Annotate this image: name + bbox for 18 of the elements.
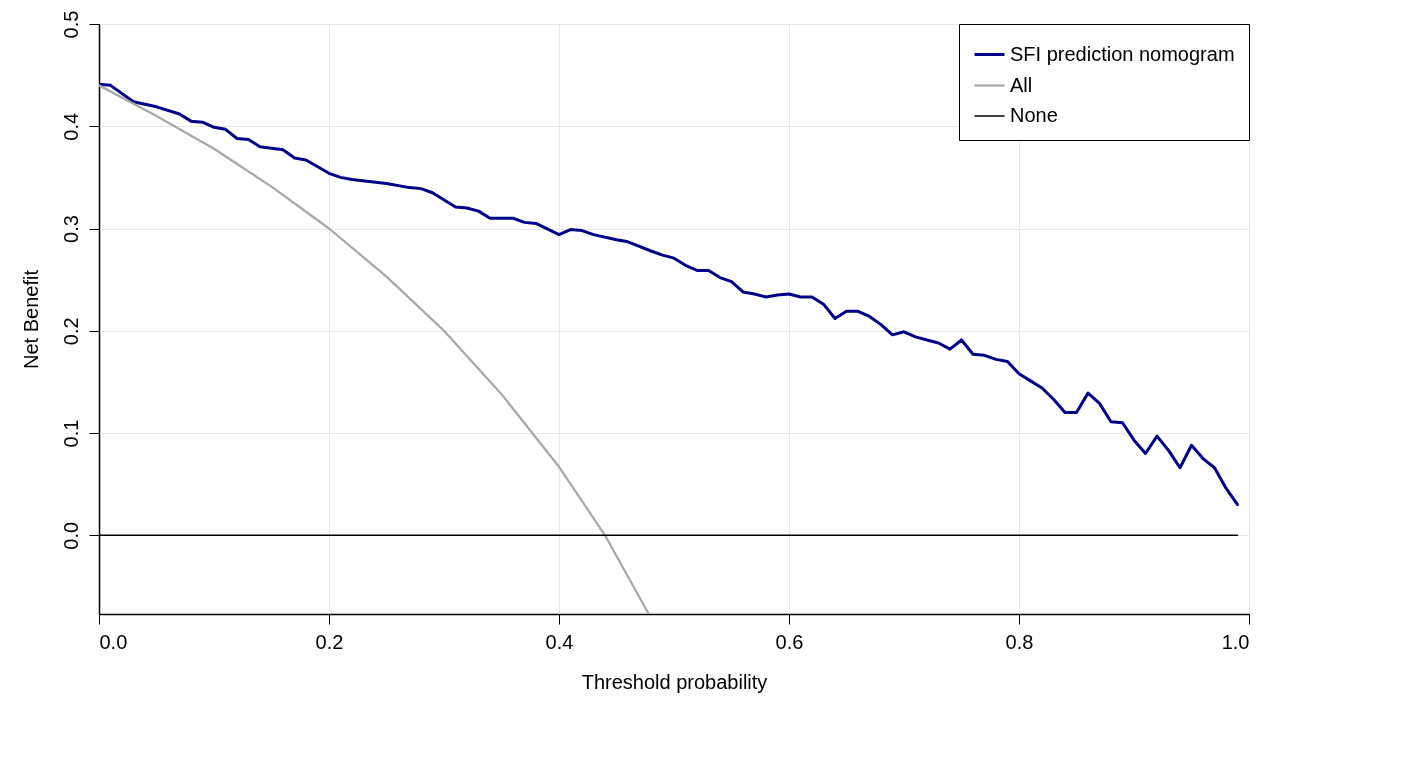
y-tick-label: 0.5 xyxy=(59,10,82,39)
x-tick-label: 0.4 xyxy=(545,630,574,653)
legend-label: SFI prediction nomogram xyxy=(1010,42,1235,65)
x-tick-label: 0.0 xyxy=(99,630,128,653)
x-tick-label: 0.2 xyxy=(315,630,344,653)
x-tick-label: 1.0 xyxy=(1221,630,1250,653)
legend-label: All xyxy=(1010,73,1033,96)
line-series xyxy=(99,84,650,614)
y-tick-label: 0.3 xyxy=(59,215,82,243)
y-axis-title: Net Benefit xyxy=(19,269,42,369)
y-tick-label: 0.0 xyxy=(59,521,82,550)
x-tick-label: 0.8 xyxy=(1005,630,1034,653)
y-tick-label: 0.2 xyxy=(59,317,82,346)
x-axis-title: Threshold probability xyxy=(581,670,768,693)
legend-label: None xyxy=(1010,104,1058,126)
y-tick-label: 0.4 xyxy=(59,112,82,141)
y-tick-label: 0.1 xyxy=(59,419,82,448)
x-tick-label: 0.6 xyxy=(775,630,804,653)
